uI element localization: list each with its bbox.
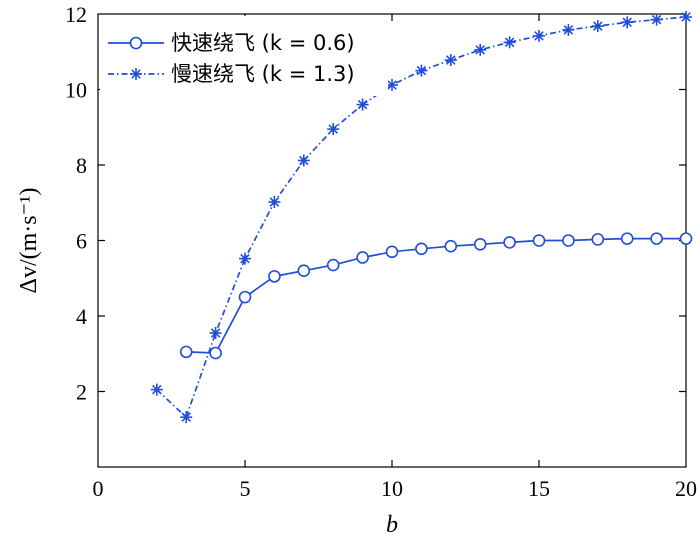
- star-stroke: [651, 14, 662, 25]
- legend-marker: [129, 36, 143, 50]
- data-point: [503, 236, 516, 249]
- star-stroke: [446, 55, 456, 65]
- legend: 快速绕飞 (k = 0.6) 慢速绕飞 (k = 1.3): [100, 16, 388, 96]
- data-point: [327, 123, 340, 136]
- star-stroke: [210, 328, 221, 338]
- data-point: [297, 264, 311, 278]
- data-point: [297, 154, 310, 167]
- data-point: [356, 251, 369, 264]
- data-point: [591, 20, 604, 33]
- series-layer: [150, 11, 693, 424]
- data-point: [621, 16, 634, 29]
- star-stroke: [269, 197, 280, 207]
- data-point: [503, 36, 516, 49]
- legend-marker: [130, 68, 142, 80]
- data-point: [591, 233, 605, 246]
- x-axis-label: b: [386, 512, 398, 538]
- star-stroke: [357, 99, 368, 110]
- series-line: [186, 237, 686, 354]
- data-point: [415, 242, 428, 256]
- star-stroke: [504, 37, 515, 48]
- star-stroke: [240, 253, 250, 264]
- x-tick-label: 20: [675, 476, 697, 501]
- data-point: [209, 346, 222, 360]
- data-point: [385, 245, 399, 259]
- star-stroke: [299, 155, 309, 166]
- data-point: [179, 345, 193, 359]
- data-point: [679, 232, 693, 245]
- star-stroke: [131, 69, 141, 79]
- y-tick-label: 12: [65, 2, 87, 27]
- data-point: [180, 411, 193, 424]
- data-point: [562, 23, 575, 36]
- y-tick-label: 10: [65, 78, 87, 103]
- data-point: [680, 11, 692, 24]
- legend-entry-label: 快速绕飞 (k = 0.6): [171, 31, 355, 55]
- legend-entry-label: 慢速绕飞 (k = 1.3): [171, 62, 355, 86]
- y-tick-label: 2: [76, 380, 87, 405]
- star-stroke: [563, 25, 574, 35]
- star-stroke: [681, 12, 691, 22]
- x-tick-label: 0: [93, 476, 104, 501]
- y-tick-label: 6: [76, 229, 87, 254]
- data-point: [474, 43, 487, 56]
- star-stroke: [152, 384, 162, 395]
- data-point: [268, 270, 281, 283]
- data-point: [650, 13, 663, 26]
- data-point: [533, 29, 545, 42]
- data-point: [532, 234, 546, 247]
- y-tick-label: 4: [76, 304, 87, 329]
- data-point: [562, 234, 575, 247]
- data-point: [473, 237, 487, 251]
- series-2: [150, 11, 692, 424]
- x-tick-label: 10: [381, 476, 403, 501]
- data-point: [444, 54, 457, 67]
- data-point: [238, 290, 252, 304]
- star-stroke: [328, 124, 338, 134]
- star-stroke: [416, 65, 427, 76]
- data-point: [444, 239, 458, 253]
- x-tick-label: 5: [240, 476, 251, 501]
- star-stroke: [622, 17, 632, 28]
- data-point: [415, 64, 428, 77]
- data-point: [650, 232, 663, 245]
- data-point: [356, 98, 369, 111]
- data-point: [268, 195, 281, 208]
- data-point: [239, 252, 251, 265]
- star-stroke: [387, 80, 397, 90]
- legend-background: [100, 16, 388, 96]
- data-point: [620, 232, 634, 245]
- data-point: [150, 383, 163, 396]
- y-tick-label: 8: [76, 153, 87, 178]
- y-axis-label: Δv/(m·s⁻¹): [16, 188, 42, 294]
- data-point: [326, 258, 340, 272]
- x-tick-label: 15: [528, 476, 550, 501]
- series-1: [179, 232, 693, 360]
- star-stroke: [534, 31, 544, 41]
- star-stroke: [181, 412, 191, 422]
- star-stroke: [593, 21, 603, 31]
- data-point: [209, 326, 222, 339]
- star-stroke: [475, 45, 485, 55]
